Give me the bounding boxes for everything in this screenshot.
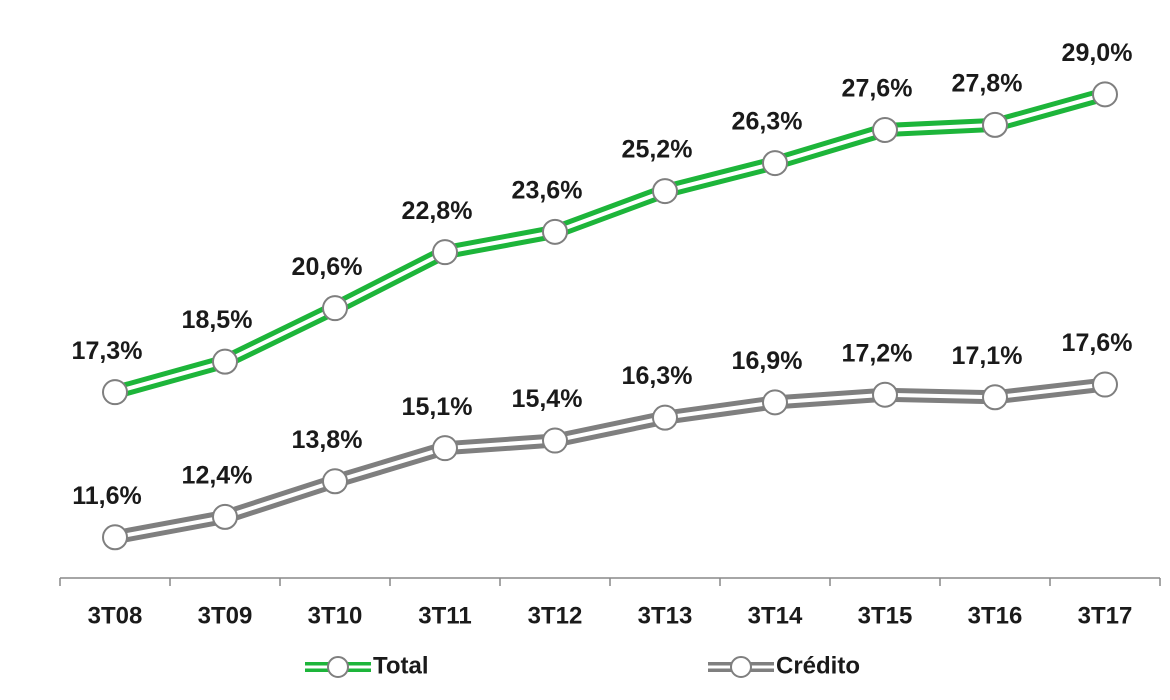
x-tick-label: 3T15 [858,602,913,629]
point [102,524,128,551]
x-tick-label: 3T17 [1078,602,1133,629]
data-label: 17,2% [842,339,913,367]
data-label: 27,6% [842,75,913,103]
series-line-inner [114,92,1106,395]
point [102,379,128,406]
data-label: 11,6% [72,482,142,510]
data-label: 25,2% [622,136,693,164]
point [212,503,238,530]
point [1092,371,1118,398]
data-label: 23,6% [512,176,583,204]
point [432,239,458,266]
point [872,381,898,408]
data-label: 27,8% [952,70,1023,98]
point [322,295,348,322]
legend-marker [327,656,349,678]
data-label: 17,3% [72,337,143,365]
x-tick-label: 3T12 [528,602,583,629]
point [542,218,568,245]
point [542,427,568,454]
data-label: 15,4% [512,385,583,413]
data-label: 20,6% [292,253,363,281]
point [652,178,678,205]
x-tick-label: 3T08 [88,602,143,629]
point [1092,81,1118,108]
point [982,384,1008,411]
data-label: 13,8% [292,426,363,454]
series-line-inner [114,382,1106,540]
data-label: 16,9% [732,347,803,375]
legend-label: Crédito [776,652,860,679]
data-label: 12,4% [182,462,253,490]
point [652,404,678,431]
point [432,435,458,462]
x-tick-label: 3T13 [638,602,693,629]
series-line [113,377,1106,545]
data-label: 26,3% [732,108,803,136]
x-tick-label: 3T16 [968,602,1023,629]
point [872,117,898,143]
x-tick-label: 3T11 [418,602,471,629]
x-tick-label: 3T10 [308,602,363,629]
point [762,389,788,416]
point [322,468,348,495]
data-label: 17,6% [1062,329,1133,357]
x-tick-label: 3T09 [198,602,253,629]
point [762,150,788,177]
data-label: 29,0% [1062,39,1133,67]
data-label: 22,8% [402,197,473,225]
legend-label: Total [373,652,429,679]
data-label: 17,1% [952,342,1023,370]
point [982,111,1008,138]
x-tick-label: 3T14 [748,602,803,629]
data-label: 15,1% [402,393,473,421]
data-label: 18,5% [182,306,253,334]
legend-marker [730,656,752,678]
point [212,348,238,375]
data-label: 16,3% [622,362,693,390]
